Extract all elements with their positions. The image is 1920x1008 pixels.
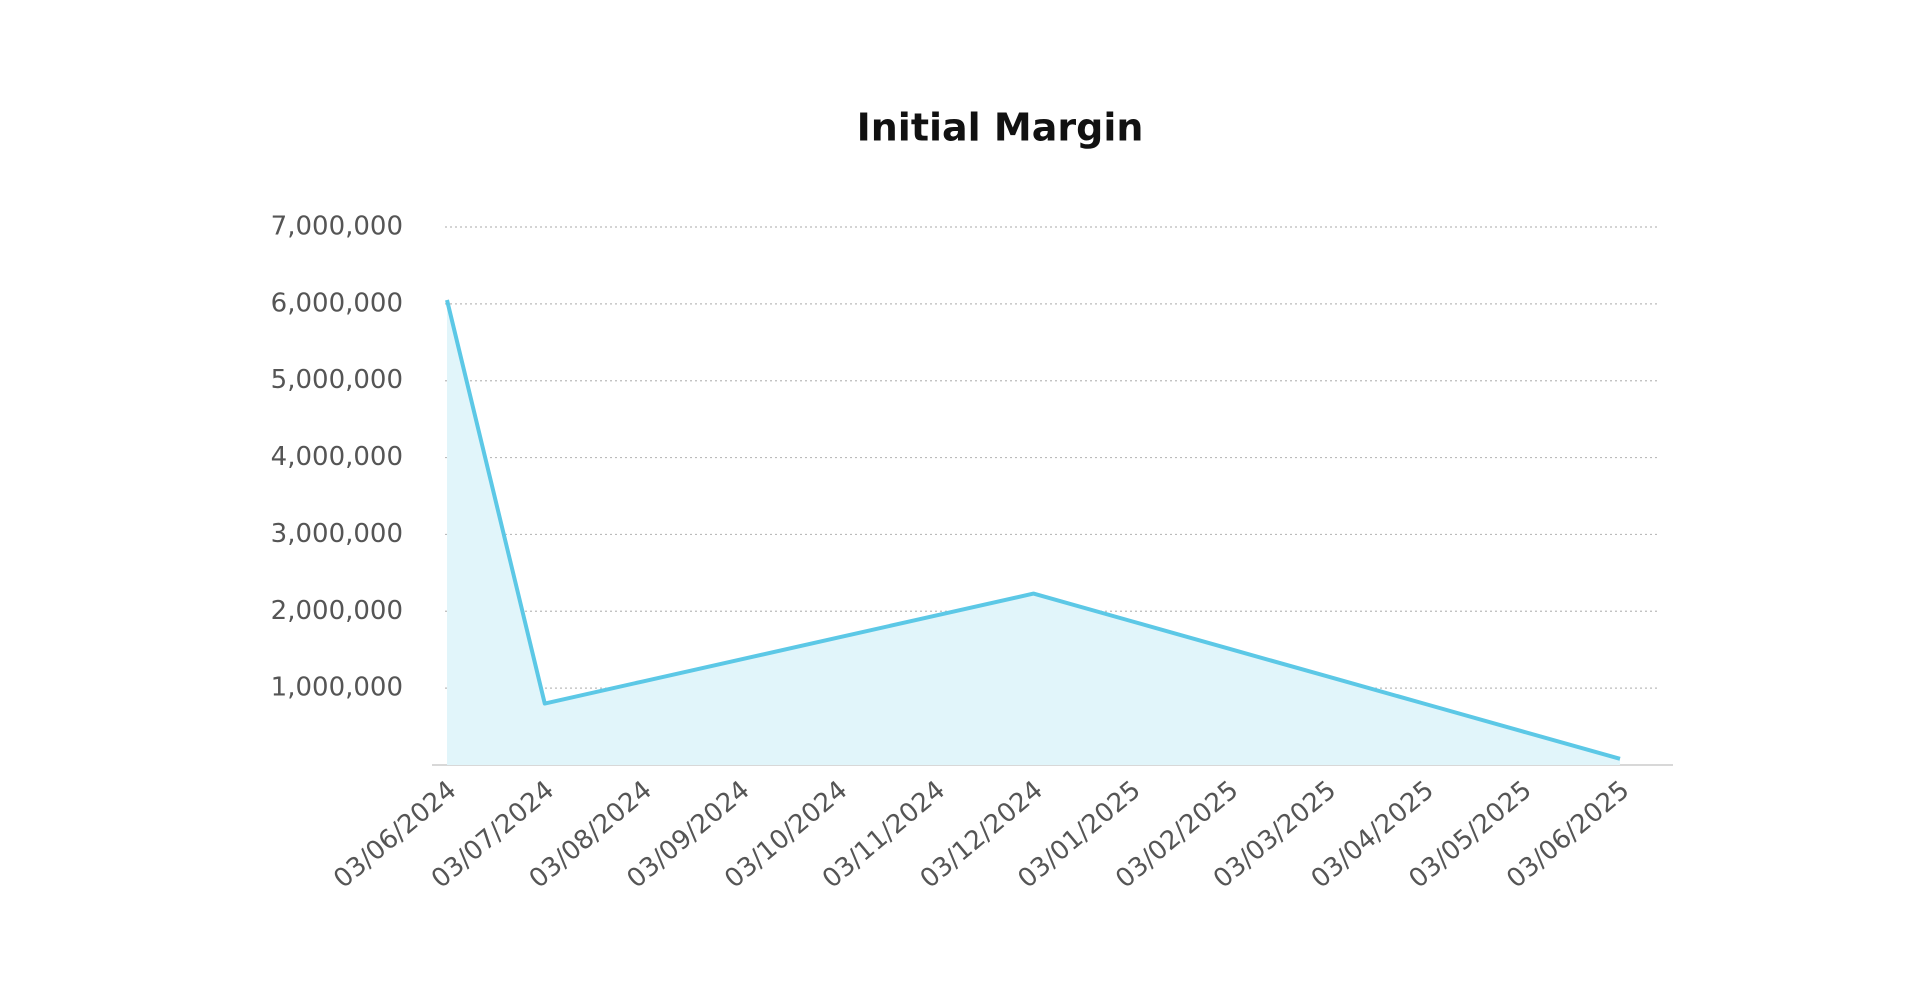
y-tick-label: 3,000,000	[271, 519, 403, 549]
line	[445, 299, 1621, 761]
y-tick-label: 5,000,000	[271, 365, 403, 395]
y-tick-label: 7,000,000	[271, 212, 403, 242]
y-tick-label: 6,000,000	[271, 288, 403, 318]
y-tick-label: 4,000,000	[271, 442, 403, 472]
y-tick-label: 2,000,000	[271, 596, 403, 626]
area	[447, 300, 1620, 765]
y-tick-label: 1,000,000	[271, 673, 403, 703]
chart-title: Initial Margin	[857, 106, 1144, 150]
